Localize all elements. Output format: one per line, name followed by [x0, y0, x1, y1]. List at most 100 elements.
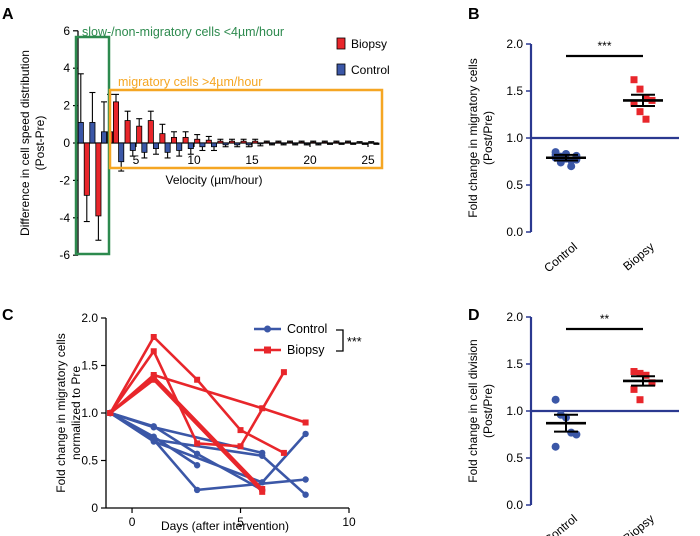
panel-b-category-label: Biopsy	[620, 240, 657, 274]
c-control-line	[109, 411, 306, 492]
c-x-tick-label: 0	[129, 515, 136, 529]
panel-b-biopsy-point	[630, 99, 638, 107]
a-y-tick-label: -6	[59, 248, 70, 262]
panel-d-category-label: Control	[541, 512, 580, 536]
panel-d-y-tick-label: 0.5	[506, 451, 523, 465]
a-slow-cells-box	[74, 35, 111, 256]
c-biopsy-point	[302, 419, 309, 426]
panel-b: 0.0 0.5 1.0 1.5 2.0 *** Control Biopsy	[506, 37, 679, 275]
c-y-tick-label: 0.5	[81, 454, 98, 468]
a-biopsy-bar	[240, 140, 247, 144]
a-biopsy-bar	[368, 142, 375, 144]
a-biopsy-bar	[263, 141, 270, 144]
a-control-bar	[118, 142, 125, 163]
c-control-point	[193, 462, 201, 469]
panel-b-y-tick-label: 1.5	[506, 84, 523, 98]
c-control-line	[109, 411, 263, 492]
panel-b-biopsy-point	[642, 95, 650, 103]
panel-d-y-tick-label: 0.0	[506, 498, 523, 512]
a-y-tick-label: -2	[59, 173, 70, 187]
a-biopsy-bar	[147, 120, 154, 144]
a-biopsy-bar	[310, 141, 317, 144]
a-biopsy-bar	[182, 136, 189, 144]
a-control-bar	[129, 142, 136, 151]
a-biopsy-bar	[136, 125, 143, 144]
a-control-bar	[292, 142, 299, 145]
panel-b-biopsy-point	[636, 108, 644, 116]
a-control-bar	[176, 142, 183, 151]
c-legend-biopsy-label: Biopsy	[287, 343, 325, 357]
a-x-axis-label: Velocity (µm/hour)	[166, 173, 263, 187]
c-biopsy-line	[109, 334, 285, 455]
panel-a: -6 -4 -2 0 2 4 6 5 10 15 20 25 Velocity (µm/hour) slo…	[59, 24, 389, 262]
panel-b-y-axis-label-line1: Fold change in migratory cells	[466, 58, 480, 217]
a-control-bar	[199, 142, 206, 148]
c-significance-bracket	[336, 329, 344, 352]
a-biopsy-bar	[95, 142, 102, 217]
panel-b-biopsy-point	[630, 76, 638, 84]
panel-b-y-tick-label: 0.0	[506, 225, 523, 239]
c-control-point	[150, 423, 157, 430]
c-significance-label: ***	[347, 335, 362, 349]
panel-d-category-label: Biopsy	[620, 512, 657, 536]
a-control-bar	[164, 142, 171, 153]
c-control-line	[109, 411, 307, 496]
a-control-bar	[303, 142, 310, 145]
c-control-point	[150, 436, 157, 443]
a-migratory-cells-label: migratory cells >4µm/hour	[118, 75, 262, 89]
a-y-tick-label: 2	[63, 99, 70, 113]
a-control-bar	[89, 122, 96, 144]
a-control-bar	[210, 142, 217, 148]
a-y-tick-label: 4	[63, 61, 70, 75]
a-biopsy-bar	[275, 141, 282, 144]
c-biopsy-point	[150, 348, 157, 355]
a-biopsy-bar	[113, 101, 120, 144]
a-slow-cells-label: slow-/non-migratory cells <4µm/hour	[82, 25, 284, 39]
panel-d-y-axis-label-line2: (Post/Pre)	[481, 384, 495, 438]
a-x-tick-label: 25	[361, 153, 375, 167]
a-biopsy-bar	[83, 142, 90, 196]
panel-d-biopsy-point	[636, 396, 644, 404]
c-control-point	[193, 486, 201, 494]
a-biopsy-bar	[159, 133, 166, 144]
panel-d-y-tick-label: 1.5	[506, 357, 523, 371]
a-biopsy-bar	[217, 140, 224, 144]
c-biopsy-point	[194, 376, 201, 383]
c-control-point	[193, 450, 201, 458]
a-y-tick-label: 6	[63, 24, 70, 38]
c-biopsy-point	[237, 427, 244, 434]
a-control-bar	[234, 142, 241, 146]
c-biopsy-point	[107, 410, 114, 416]
panel-label-a: A	[2, 6, 14, 23]
c-y-tick-label: 0	[91, 501, 98, 515]
c-y-axis-label-line2: normalized to Pre	[69, 366, 83, 460]
a-biopsy-bar	[333, 141, 340, 144]
panel-d-y-tick-label: 1.0	[506, 404, 523, 418]
panel-b-y-tick-label: 1.0	[506, 131, 523, 145]
a-x-tick-label: 5	[133, 153, 140, 167]
panel-b-biopsy-point	[642, 115, 650, 123]
panel-b-y-tick-label: 2.0	[506, 37, 523, 51]
c-legend-control-label: Control	[287, 322, 327, 336]
a-control-bar	[141, 142, 148, 153]
panel-d: 0.0 0.5 1.0 1.5 2.0 ** Control Biopsy	[506, 310, 679, 536]
c-biopsy-line	[109, 373, 307, 424]
c-control-point	[302, 430, 309, 438]
c-control-point	[302, 476, 309, 483]
panel-d-biopsy-point	[630, 385, 638, 393]
c-biopsy-point	[259, 405, 266, 412]
panel-d-control-point	[551, 442, 560, 451]
panel-label-d: D	[468, 307, 480, 324]
panel-b-control-point	[567, 162, 576, 171]
a-biopsy-bar	[298, 141, 305, 144]
c-biopsy-point	[194, 440, 201, 447]
c-y-axis-label-line1: Fold change in migratory cells	[54, 333, 68, 492]
a-control-bar	[257, 142, 264, 145]
a-biopsy-bar	[344, 141, 351, 144]
a-biopsy-bar	[205, 139, 212, 144]
a-legend-biopsy-swatch	[336, 37, 346, 50]
c-biopsy-point	[280, 369, 287, 376]
c-biopsy-point	[280, 449, 287, 456]
panel-b-category-label: Control	[541, 240, 580, 276]
